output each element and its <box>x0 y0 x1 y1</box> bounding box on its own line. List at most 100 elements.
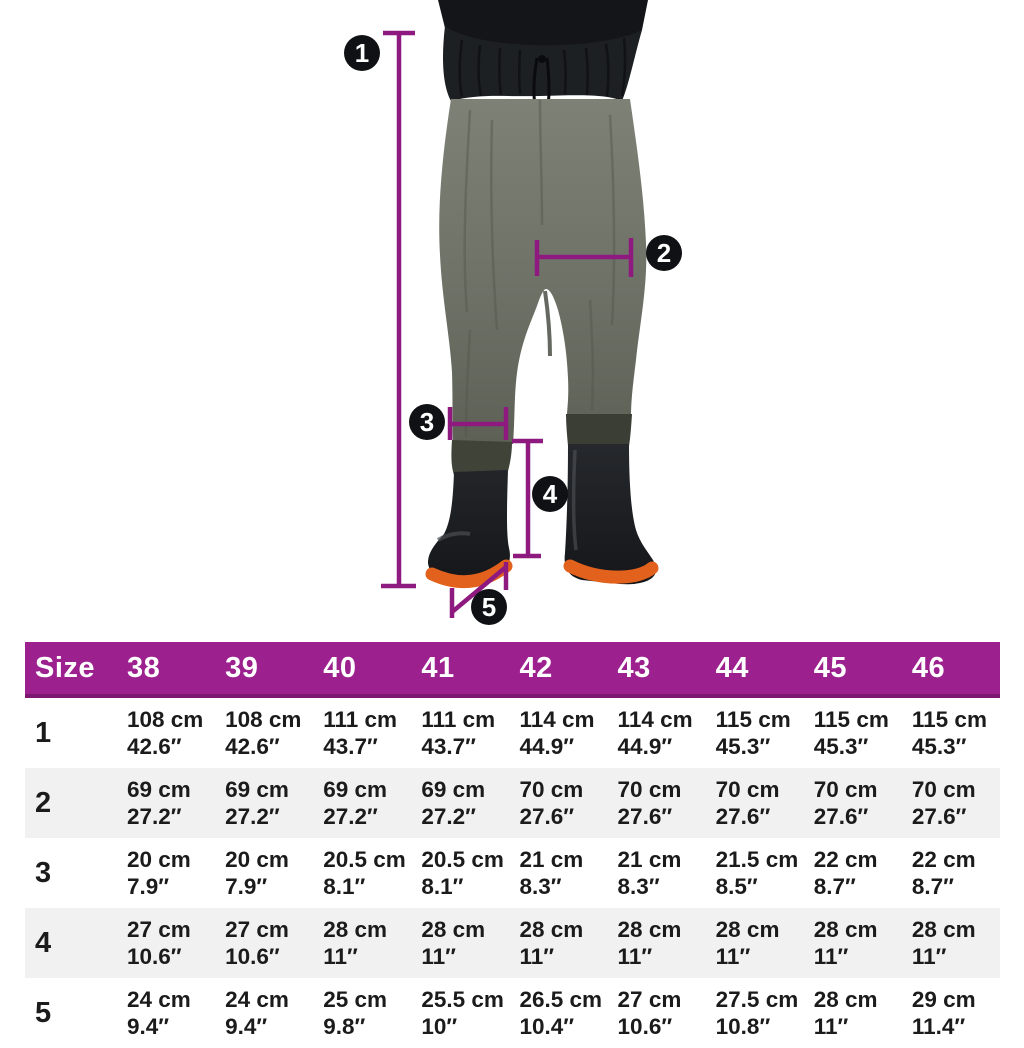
inseam-shadow <box>543 290 552 357</box>
table-row-5: 5 24 cm 9.4″ 24 cm 9.4″ 25 cm 9.8″ 25.5 cm 10″ 26… <box>25 978 1000 1048</box>
measurement-cell: 24 cm 9.4″ <box>127 987 191 1039</box>
column-header-43: 43 <box>617 651 651 684</box>
left-boot-toe-highlight <box>436 531 471 542</box>
measurement-cell: 28 cm 11″ <box>421 917 486 969</box>
wader-torso <box>438 0 648 53</box>
svg-text:5: 5 <box>482 592 496 622</box>
measurement-cell: 111 cm 43.7″ <box>421 707 496 759</box>
measurement-cell: 69 cm 27.2″ <box>127 777 191 829</box>
left-trouser-cuff <box>451 440 512 475</box>
measurement-cell: 108 cm 42.6″ <box>225 707 302 759</box>
badge-5: 5 <box>471 589 507 625</box>
measurement-cell: 28 cm 11″ <box>911 917 976 969</box>
measurement-cell: 115 cm 45.3″ <box>813 707 889 759</box>
measurement-cell: 28 cm 11″ <box>519 917 584 969</box>
measurement-cell: 28 cm 11″ <box>323 917 388 969</box>
size-table-body: 1 108 cm 42.6″ 108 cm 42.6″ 111 cm 43.7″ 111 cm… <box>25 698 1000 1048</box>
measurement-cell: 20.5 cm 8.1″ <box>421 847 504 899</box>
badge-1: 1 <box>344 35 380 71</box>
measurement-cell: 28 cm 11″ <box>715 917 780 969</box>
measurement-cell: 20 cm 7.9″ <box>127 847 191 899</box>
svg-text:3: 3 <box>420 407 434 437</box>
measure-line-5 <box>449 562 509 618</box>
measurement-cell: 69 cm 27.2″ <box>421 777 486 829</box>
measurement-cell: 20.5 cm 8.1″ <box>323 847 406 899</box>
measurement-cell: 21.5 cm 8.5″ <box>715 847 799 899</box>
measurement-cell: 115 cm 45.3″ <box>911 707 987 759</box>
right-boot-shaft-highlight <box>571 449 578 551</box>
measurement-cell: 69 cm 27.2″ <box>323 777 388 829</box>
measurement-cell: 108 cm 42.6″ <box>127 707 204 759</box>
measure-line-2 <box>534 238 634 277</box>
right-trouser-cuff <box>566 414 632 446</box>
measurement-cell: 70 cm 27.6″ <box>519 777 584 829</box>
svg-text:2: 2 <box>657 238 671 268</box>
column-header-size: Size <box>35 651 96 684</box>
column-header-42: 42 <box>519 651 553 684</box>
column-header-45: 45 <box>813 651 848 684</box>
measurement-cell: 69 cm 27.2″ <box>225 777 289 829</box>
wader-waistband <box>443 26 642 101</box>
column-header-44: 44 <box>715 651 749 684</box>
measurement-cell: 111 cm 43.7″ <box>323 707 398 759</box>
size-chart-page: 1 2 3 4 5 Size 38 39 40 41 42 43 44 45 46 1 108 cm… <box>25 0 1000 1039</box>
wader-trousers <box>439 99 647 444</box>
size-table-header-row: Size 38 39 40 41 42 43 44 45 46 <box>25 642 1000 698</box>
row-label: 4 <box>35 926 52 959</box>
measurement-cell: 24 cm 9.4″ <box>225 987 289 1039</box>
column-header-39: 39 <box>225 651 259 684</box>
measurement-cell: 22 cm 8.7″ <box>911 847 976 899</box>
measurement-lines <box>381 30 634 618</box>
table-row-3: 3 20 cm 7.9″ 20 cm 7.9″ 20.5 cm 8.1″ 20.5 cm 8.1… <box>25 838 1000 908</box>
measurement-cell: 114 cm 44.9″ <box>519 707 595 759</box>
measurement-cell: 27 cm 10.6″ <box>127 917 191 969</box>
measurement-cell: 29 cm 11.4″ <box>911 987 976 1039</box>
row-label: 2 <box>35 786 52 819</box>
measurement-cell: 21 cm 8.3″ <box>617 847 682 899</box>
measurement-cell: 28 cm 11″ <box>617 917 682 969</box>
column-header-40: 40 <box>323 651 357 684</box>
measurement-cell: 20 cm 7.9″ <box>225 847 289 899</box>
measurement-cell: 27 cm 10.6″ <box>617 987 682 1039</box>
measurement-cell: 70 cm 27.6″ <box>813 777 878 829</box>
measurement-cell: 26.5 cm 10.4″ <box>519 987 602 1039</box>
measurement-cell: 28 cm 11″ <box>813 917 878 969</box>
measurement-cell: 28 cm 11″ <box>813 987 878 1039</box>
measurement-cell: 25 cm 9.8″ <box>323 987 388 1039</box>
svg-text:4: 4 <box>543 479 558 509</box>
measurement-cell: 70 cm 27.6″ <box>715 777 780 829</box>
measurement-cell: 22 cm 8.7″ <box>813 847 878 899</box>
column-header-46: 46 <box>911 651 946 684</box>
wader-measurement-diagram: 1 2 3 4 5 <box>344 0 682 625</box>
measure-line-4 <box>512 438 543 559</box>
table-row-1: 1 108 cm 42.6″ 108 cm 42.6″ 111 cm 43.7″ 111 cm… <box>25 698 1000 768</box>
waistband-gathers <box>458 37 627 98</box>
size-table: Size 38 39 40 41 42 43 44 45 46 1 108 cm 42.6″ 108 c… <box>25 642 1000 1048</box>
badge-4: 4 <box>532 476 568 512</box>
measurement-cell: 25.5 cm 10″ <box>421 987 504 1039</box>
wader-illustration <box>425 0 659 589</box>
badge-2: 2 <box>646 235 682 271</box>
measurement-cell: 114 cm 44.9″ <box>617 707 693 759</box>
right-boot-sole <box>563 559 659 584</box>
table-row-4: 4 27 cm 10.6″ 27 cm 10.6″ 28 cm 11″ 28 cm 11″ 28 … <box>25 908 1000 978</box>
svg-text:1: 1 <box>355 38 369 68</box>
table-row-2: 2 69 cm 27.2″ 69 cm 27.2″ 69 cm 27.2″ 69 cm 27.2… <box>25 768 1000 838</box>
row-label: 3 <box>35 856 52 889</box>
badge-3: 3 <box>409 404 445 440</box>
row-label: 5 <box>35 996 52 1029</box>
measurement-cell: 27.5 cm 10.8″ <box>715 987 799 1039</box>
left-boot <box>428 470 510 580</box>
row-label: 1 <box>35 716 52 749</box>
measurement-cell: 115 cm 45.3″ <box>715 707 791 759</box>
column-header-38: 38 <box>127 651 161 684</box>
column-header-41: 41 <box>421 651 455 684</box>
measure-line-3 <box>447 407 509 440</box>
measure-line-1 <box>381 30 416 589</box>
measurement-cell: 70 cm 27.6″ <box>911 777 976 829</box>
measurement-badges: 1 2 3 4 5 <box>344 35 682 625</box>
measurement-cell: 27 cm 10.6″ <box>225 917 289 969</box>
right-boot <box>564 444 656 585</box>
measurement-cell: 70 cm 27.6″ <box>617 777 682 829</box>
measurement-cell: 21 cm 8.3″ <box>519 847 584 899</box>
